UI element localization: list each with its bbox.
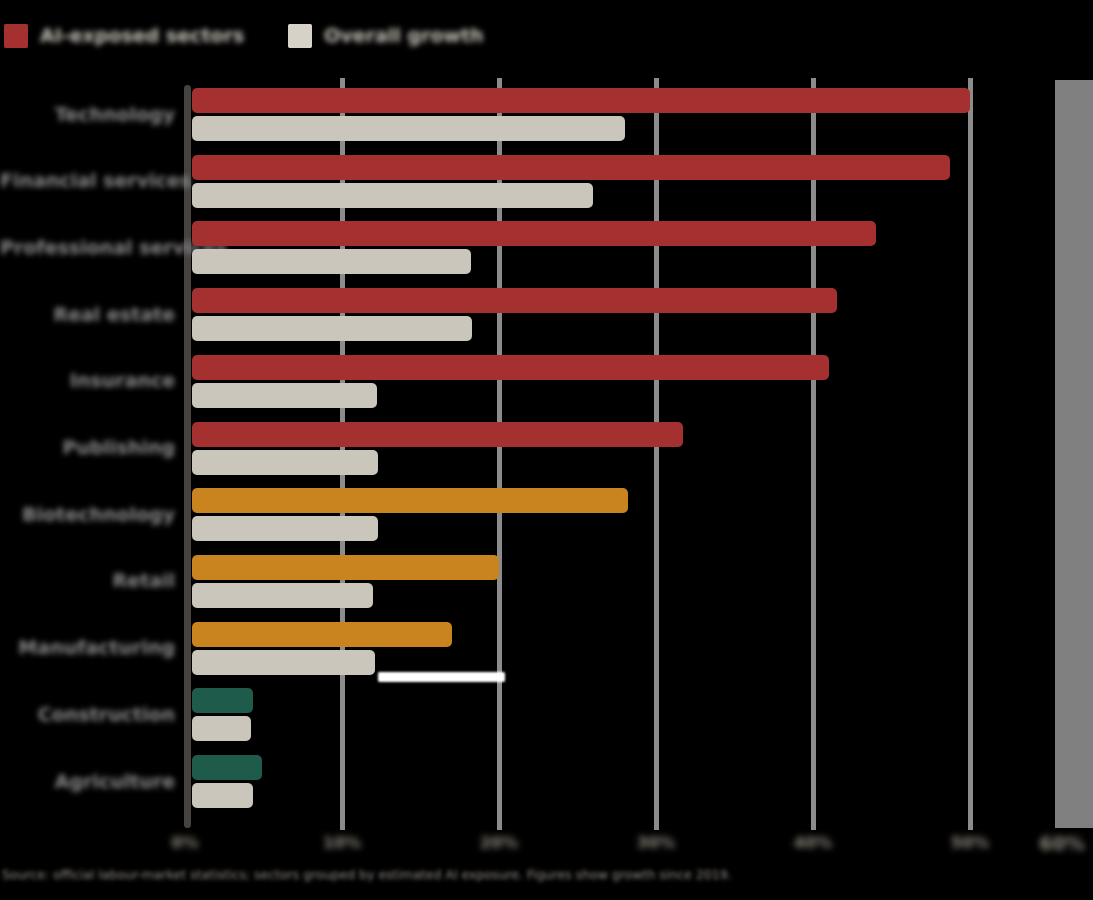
bar-overall-growth bbox=[192, 116, 625, 141]
bar-ai-exposed-sectors bbox=[192, 221, 876, 247]
gridline-30 bbox=[654, 78, 659, 830]
legend-label: AI-exposed sectors bbox=[40, 25, 245, 47]
highlight-strip bbox=[378, 672, 505, 682]
bar-overall-growth bbox=[192, 449, 379, 475]
bar-overall-growth bbox=[192, 716, 251, 742]
x-tick-label: 10% bbox=[322, 833, 362, 852]
category-label: Professional services bbox=[0, 236, 228, 259]
bar-ai-exposed-sectors bbox=[192, 88, 970, 113]
category-label: Retail bbox=[112, 570, 175, 593]
x-tick-label: 60% bbox=[1039, 833, 1085, 855]
x-tick-label: 20% bbox=[479, 833, 519, 852]
bar-overall-growth bbox=[192, 582, 374, 608]
category-label: Biotechnology bbox=[22, 503, 175, 526]
gridline-20 bbox=[497, 78, 502, 830]
x-tick-label: 40% bbox=[793, 833, 833, 852]
bar-overall-growth bbox=[192, 249, 471, 275]
bar-ai-exposed-sectors bbox=[192, 288, 837, 314]
footnote: Source: official labour-market statistic… bbox=[2, 867, 732, 882]
bar-overall-growth bbox=[192, 182, 594, 208]
bar-overall-growth bbox=[192, 382, 377, 408]
x-tick-label: 50% bbox=[950, 833, 990, 852]
category-label: Real estate bbox=[53, 303, 175, 326]
category-label: Technology bbox=[54, 103, 175, 126]
category-label: Insurance bbox=[69, 370, 175, 393]
bar-ai-exposed-sectors bbox=[192, 554, 499, 580]
legend-item-ai-exposed: AI-exposed sectors bbox=[4, 24, 244, 48]
bar-ai-exposed-sectors bbox=[192, 488, 628, 514]
legend-swatch-gray bbox=[288, 24, 313, 48]
bar-ai-exposed-sectors bbox=[192, 421, 683, 447]
bar-overall-growth bbox=[192, 783, 253, 808]
bar-overall-growth bbox=[192, 316, 473, 342]
bar-ai-exposed-sectors bbox=[192, 621, 452, 647]
legend-swatch-red bbox=[4, 24, 28, 48]
legend: AI-exposed sectors Overall growth bbox=[4, 24, 484, 48]
legend-item-overall-growth: Overall growth bbox=[288, 24, 484, 48]
gridline-50 bbox=[968, 78, 973, 830]
category-label: Construction bbox=[37, 703, 175, 726]
bar-overall-growth bbox=[192, 516, 379, 542]
legend-label: Overall growth bbox=[324, 25, 484, 47]
y-axis-line bbox=[184, 85, 191, 828]
category-label: Financial services bbox=[0, 170, 192, 193]
category-label: Agriculture bbox=[54, 770, 175, 793]
x-tick-label: 0% bbox=[171, 833, 199, 852]
category-label: Publishing bbox=[62, 437, 175, 459]
category-label: Manufacturing bbox=[18, 637, 175, 660]
bar-ai-exposed-sectors bbox=[192, 688, 253, 714]
bar-ai-exposed-sectors bbox=[192, 154, 950, 180]
right-edge-band bbox=[1055, 80, 1093, 828]
bar-overall-growth bbox=[192, 649, 375, 675]
bar-ai-exposed-sectors bbox=[192, 354, 829, 380]
x-tick-label: 30% bbox=[636, 833, 676, 852]
gridline-40 bbox=[811, 78, 816, 830]
bar-ai-exposed-sectors bbox=[192, 755, 262, 780]
